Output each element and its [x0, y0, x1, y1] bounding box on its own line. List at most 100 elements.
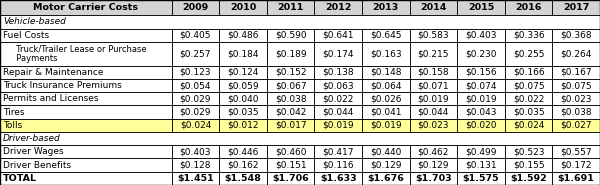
Text: $0.035: $0.035 — [513, 107, 544, 117]
Text: 2014: 2014 — [420, 3, 446, 12]
Bar — [0, 15, 600, 28]
Bar — [410, 145, 457, 159]
Bar — [505, 172, 553, 185]
Bar — [267, 172, 314, 185]
Text: $0.038: $0.038 — [560, 107, 592, 117]
Text: 2012: 2012 — [325, 3, 352, 12]
Bar — [219, 0, 267, 15]
Bar — [314, 159, 362, 172]
Text: $0.019: $0.019 — [418, 94, 449, 103]
Bar — [0, 92, 172, 105]
Bar — [553, 145, 600, 159]
Text: $0.064: $0.064 — [370, 81, 401, 90]
Bar — [219, 119, 267, 132]
Bar — [172, 42, 219, 66]
Bar — [553, 28, 600, 42]
Bar — [553, 172, 600, 185]
Bar — [219, 92, 267, 105]
Bar — [457, 28, 505, 42]
Bar — [362, 28, 410, 42]
Text: $0.163: $0.163 — [370, 49, 401, 58]
Bar — [410, 42, 457, 66]
Bar — [267, 159, 314, 172]
Text: $1.706: $1.706 — [272, 174, 309, 183]
Bar — [267, 79, 314, 92]
Text: $0.151: $0.151 — [275, 161, 307, 170]
Text: $0.116: $0.116 — [322, 161, 354, 170]
Bar — [172, 172, 219, 185]
Bar — [0, 159, 172, 172]
Text: $0.063: $0.063 — [322, 81, 354, 90]
Bar — [410, 28, 457, 42]
Bar — [267, 92, 314, 105]
Bar — [553, 42, 600, 66]
Text: Tolls: Tolls — [3, 121, 22, 130]
Text: $0.264: $0.264 — [560, 49, 592, 58]
Bar — [457, 92, 505, 105]
Bar — [505, 42, 553, 66]
Bar — [0, 0, 172, 15]
Text: $0.148: $0.148 — [370, 68, 401, 77]
Bar — [314, 92, 362, 105]
Bar — [410, 66, 457, 79]
Bar — [362, 119, 410, 132]
Bar — [0, 42, 172, 66]
Bar — [410, 92, 457, 105]
Text: 2015: 2015 — [468, 3, 494, 12]
Bar — [314, 145, 362, 159]
Text: $0.022: $0.022 — [323, 94, 354, 103]
Bar — [0, 79, 172, 92]
Text: $0.026: $0.026 — [370, 94, 401, 103]
Text: $0.012: $0.012 — [227, 121, 259, 130]
Text: $0.128: $0.128 — [180, 161, 211, 170]
Bar — [267, 145, 314, 159]
Text: 2011: 2011 — [277, 3, 304, 12]
Text: Fuel Costs: Fuel Costs — [3, 31, 49, 40]
Bar — [267, 66, 314, 79]
Bar — [457, 145, 505, 159]
Text: $0.184: $0.184 — [227, 49, 259, 58]
Bar — [457, 172, 505, 185]
Text: $0.019: $0.019 — [370, 121, 401, 130]
Text: $0.040: $0.040 — [227, 94, 259, 103]
Text: $0.029: $0.029 — [180, 107, 211, 117]
Bar — [267, 42, 314, 66]
Bar — [553, 79, 600, 92]
Text: $0.158: $0.158 — [418, 68, 449, 77]
Bar — [410, 172, 457, 185]
Text: $1.703: $1.703 — [415, 174, 452, 183]
Bar — [172, 105, 219, 119]
Text: 2013: 2013 — [373, 3, 399, 12]
Bar — [553, 66, 600, 79]
Text: $0.156: $0.156 — [465, 68, 497, 77]
Text: $0.172: $0.172 — [560, 161, 592, 170]
Bar — [219, 105, 267, 119]
Text: $0.486: $0.486 — [227, 31, 259, 40]
Text: $0.024: $0.024 — [180, 121, 211, 130]
Bar — [362, 105, 410, 119]
Bar — [172, 145, 219, 159]
Text: $0.462: $0.462 — [418, 147, 449, 156]
Bar — [267, 119, 314, 132]
Text: $0.129: $0.129 — [418, 161, 449, 170]
Text: $0.405: $0.405 — [180, 31, 211, 40]
Text: $0.368: $0.368 — [560, 31, 592, 40]
Text: $0.446: $0.446 — [227, 147, 259, 156]
Text: $0.403: $0.403 — [465, 31, 497, 40]
Bar — [314, 42, 362, 66]
Text: $0.590: $0.590 — [275, 31, 307, 40]
Text: $0.059: $0.059 — [227, 81, 259, 90]
Bar — [362, 42, 410, 66]
Bar — [553, 159, 600, 172]
Bar — [553, 119, 600, 132]
Text: Motor Carrier Costs: Motor Carrier Costs — [34, 3, 139, 12]
Bar — [457, 0, 505, 15]
Text: $0.189: $0.189 — [275, 49, 307, 58]
Bar — [362, 0, 410, 15]
Text: Tires: Tires — [3, 107, 25, 117]
Text: Truck/Trailer Lease or Purchase
  Payments: Truck/Trailer Lease or Purchase Payments — [11, 44, 146, 63]
Text: $0.645: $0.645 — [370, 31, 401, 40]
Text: $0.215: $0.215 — [418, 49, 449, 58]
Text: $0.460: $0.460 — [275, 147, 307, 156]
Bar — [410, 159, 457, 172]
